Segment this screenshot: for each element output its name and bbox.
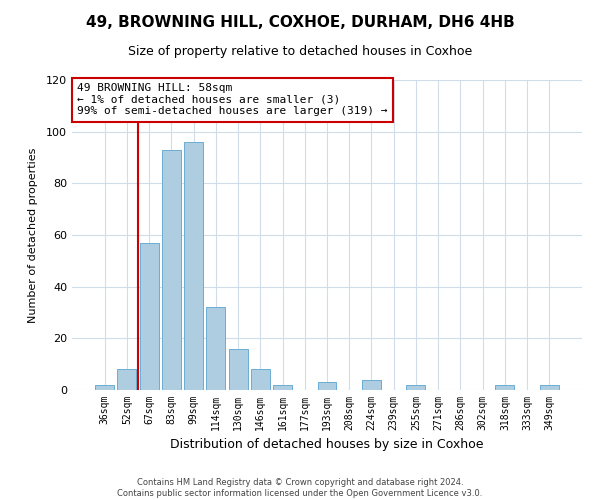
Bar <box>540 385 559 390</box>
Text: Contains HM Land Registry data © Crown copyright and database right 2024.
Contai: Contains HM Land Registry data © Crown c… <box>118 478 482 498</box>
Y-axis label: Number of detached properties: Number of detached properties <box>28 148 38 322</box>
Bar <box>95 385 114 390</box>
Text: 49, BROWNING HILL, COXHOE, DURHAM, DH6 4HB: 49, BROWNING HILL, COXHOE, DURHAM, DH6 4… <box>86 15 514 30</box>
Bar <box>496 385 514 390</box>
Bar <box>229 348 248 390</box>
Text: Size of property relative to detached houses in Coxhoe: Size of property relative to detached ho… <box>128 45 472 58</box>
Bar <box>140 243 158 390</box>
Bar <box>206 308 225 390</box>
Bar <box>362 380 381 390</box>
Bar <box>406 385 425 390</box>
Bar <box>118 370 136 390</box>
Bar <box>273 385 292 390</box>
Text: 49 BROWNING HILL: 58sqm
← 1% of detached houses are smaller (3)
99% of semi-deta: 49 BROWNING HILL: 58sqm ← 1% of detached… <box>77 83 388 116</box>
X-axis label: Distribution of detached houses by size in Coxhoe: Distribution of detached houses by size … <box>170 438 484 452</box>
Bar <box>162 150 181 390</box>
Bar <box>317 382 337 390</box>
Bar <box>251 370 270 390</box>
Bar <box>184 142 203 390</box>
